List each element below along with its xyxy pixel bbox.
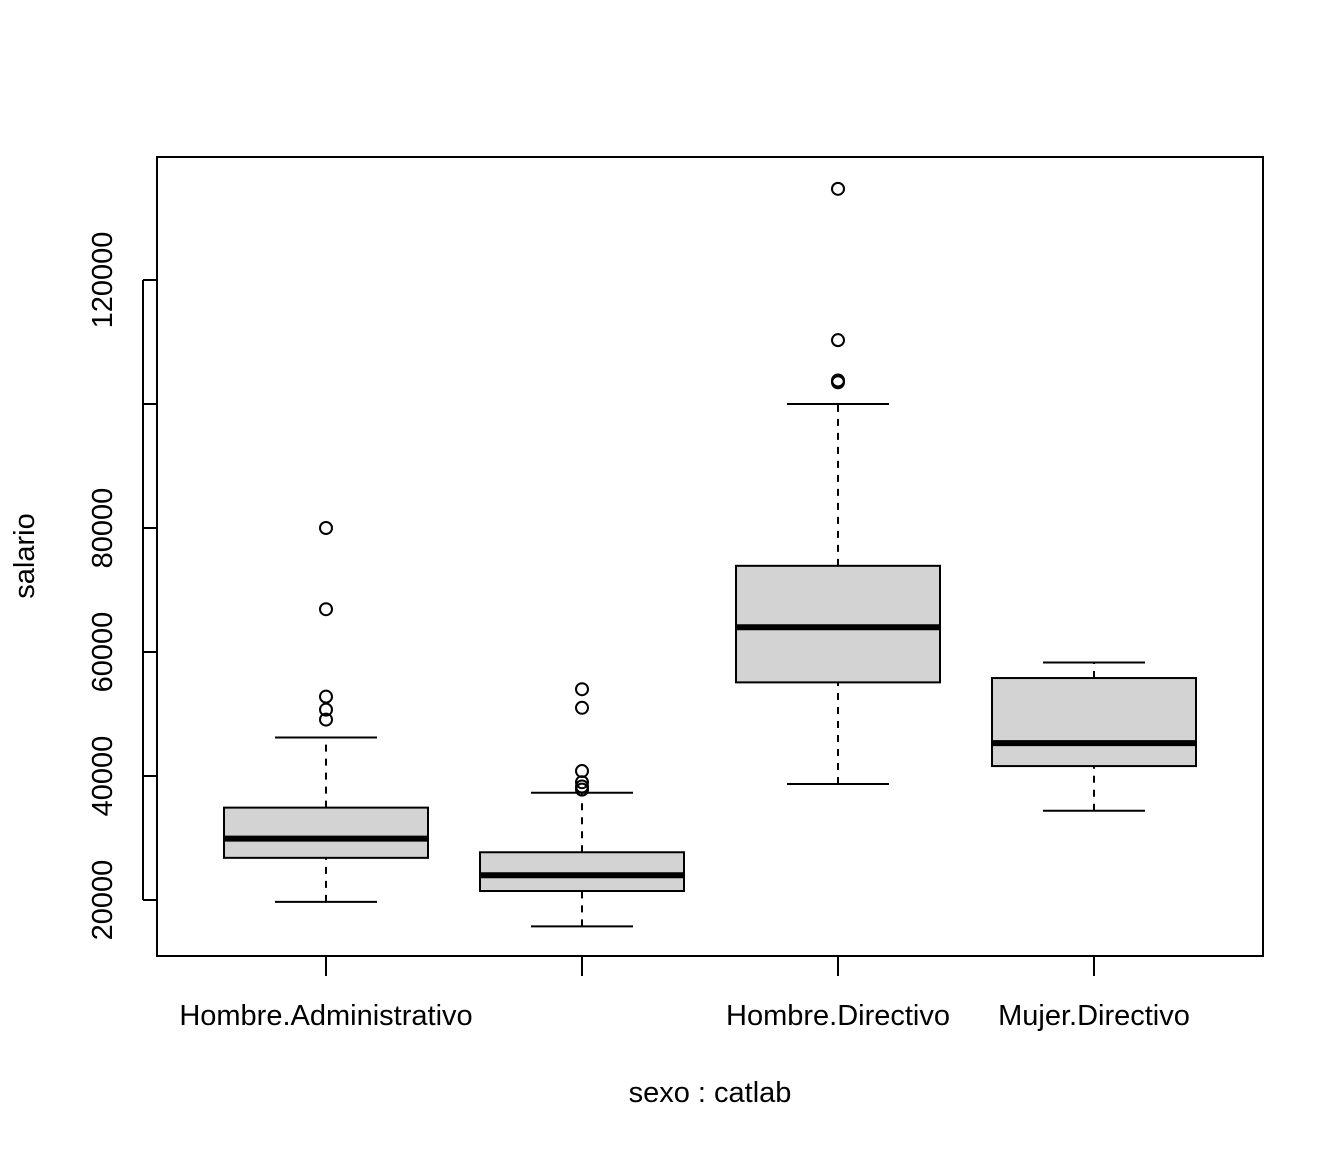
outlier-point: [319, 689, 333, 704]
outlier-point: [831, 373, 845, 388]
box-group-1: [223, 521, 429, 903]
outlier-point: [575, 764, 589, 779]
outlier-point: [319, 521, 333, 535]
plot-frame: [156, 156, 1264, 957]
iqr-box: [991, 677, 1197, 768]
outlier-point: [319, 712, 333, 727]
outlier-point: [319, 702, 333, 717]
x-tick-label: Mujer.Directivo: [998, 1000, 1190, 1032]
outlier-point: [575, 682, 589, 697]
x-tick-label: Hombre.Administrativo: [179, 1000, 472, 1032]
boxes-group: [223, 181, 1197, 928]
outlier-point: [319, 602, 333, 617]
iqr-box: [223, 806, 429, 859]
y-tick-label: 80000: [87, 488, 119, 569]
y-tick-label: 20000: [87, 860, 119, 941]
iqr-box: [735, 564, 941, 684]
outlier-point: [575, 779, 589, 794]
y-axis: 20000 40000 60000 80000 120000: [87, 232, 157, 941]
x-axis: Hombre.Administrativo Hombre.Directivo Muj…: [179, 956, 1190, 1032]
outlier-point: [831, 333, 845, 348]
outlier-point: [831, 181, 845, 196]
iqr-box: [479, 851, 685, 893]
box-group-3: [735, 181, 941, 786]
box-group-2: [479, 682, 685, 928]
y-tick-label: 40000: [87, 736, 119, 817]
x-axis-title: sexo : catlab: [629, 1077, 792, 1109]
outlier-point: [575, 700, 589, 715]
box-group-4: [991, 661, 1197, 812]
y-tick-label: 60000: [87, 612, 119, 693]
y-axis-title: salario: [9, 513, 41, 598]
y-tick-label: 120000: [87, 232, 119, 329]
x-tick-label: Hombre.Directivo: [726, 1000, 950, 1032]
